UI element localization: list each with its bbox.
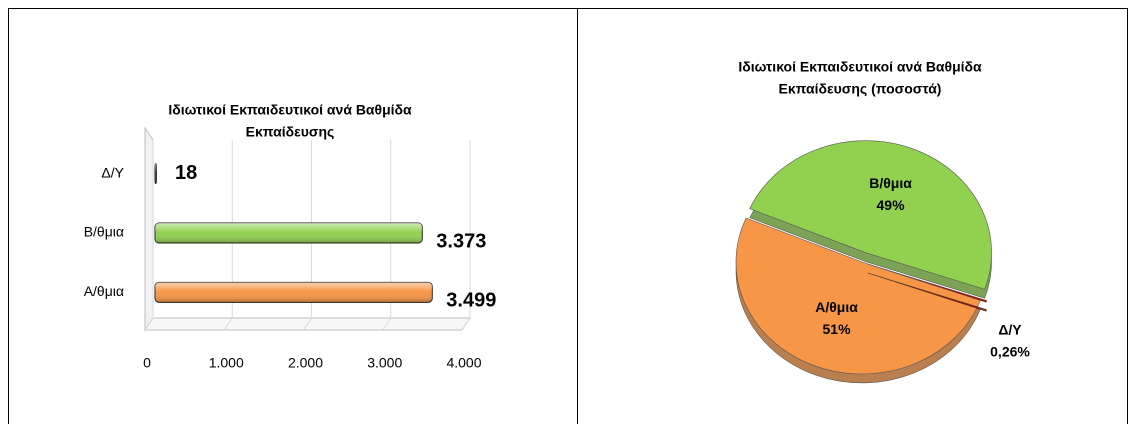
slice-value-label: 51% <box>823 321 852 337</box>
slice-value-label: 0,26% <box>990 344 1030 360</box>
y-tick-label: Β/θμια <box>84 224 124 240</box>
grid-line <box>382 317 392 331</box>
value-label: 18 <box>175 162 197 184</box>
x-tick-label: 0 <box>143 355 151 371</box>
bar-shade <box>155 223 423 243</box>
chart-title: Εκπαίδευσης (ποσοστά) <box>779 81 942 97</box>
back-wall <box>144 126 154 332</box>
chart-title: Εκπαίδευσης <box>246 124 335 140</box>
chart-title: Ιδιωτικοί Εκπαιδευτικοί ανά Βαθμίδα <box>738 59 982 75</box>
grid-line <box>223 317 233 331</box>
grid-line <box>144 317 154 331</box>
x-tick-label: 2.000 <box>288 355 323 371</box>
slice-label: Α/θμια <box>815 299 858 315</box>
bar-shade <box>155 282 433 303</box>
slice-label: Δ/Υ <box>998 322 1022 338</box>
chart-title: Ιδιωτικοί Εκπαιδευτικοί ανά Βαθμίδα <box>168 102 412 118</box>
x-tick-label: 3.000 <box>367 355 402 371</box>
bar-shade <box>155 163 157 184</box>
x-tick-label: 1.000 <box>209 355 244 371</box>
slice <box>735 217 981 375</box>
grid-line <box>303 317 312 331</box>
slice-value-label: 49% <box>877 197 906 213</box>
slice-side <box>867 272 988 312</box>
value-label: 3.373 <box>436 230 486 252</box>
y-tick-label: Α/θμια <box>84 283 124 299</box>
y-tick-label: Δ/Υ <box>101 164 124 180</box>
grid-line <box>461 317 471 331</box>
x-tick-label: 4.000 <box>446 355 481 371</box>
slice-label: Β/θμια <box>869 175 912 191</box>
value-label: 3.499 <box>446 290 496 312</box>
slice <box>749 140 992 290</box>
slice <box>867 263 988 303</box>
